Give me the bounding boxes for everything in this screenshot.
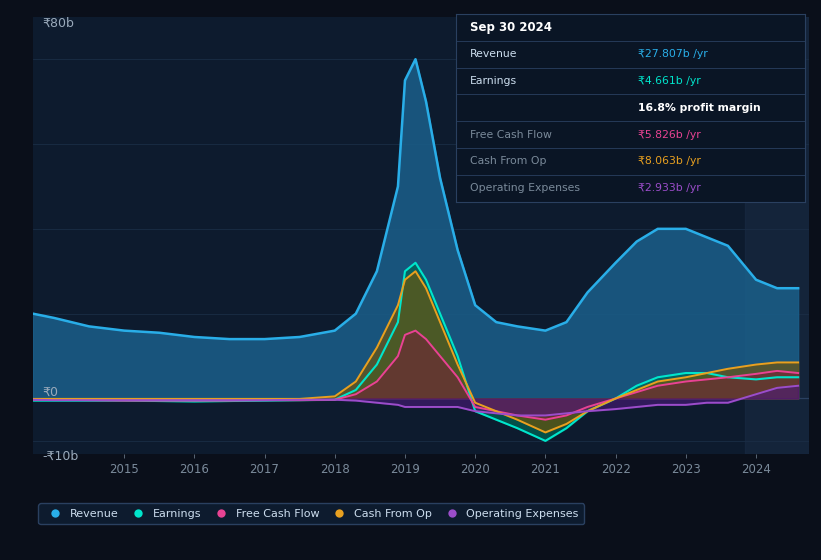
Text: ₹4.661b /yr: ₹4.661b /yr xyxy=(638,76,700,86)
Text: ₹8.063b /yr: ₹8.063b /yr xyxy=(638,156,700,166)
Text: Operating Expenses: Operating Expenses xyxy=(470,183,580,193)
Text: ₹2.933b /yr: ₹2.933b /yr xyxy=(638,183,700,193)
Text: Revenue: Revenue xyxy=(470,49,517,59)
Text: 16.8% profit margin: 16.8% profit margin xyxy=(638,103,760,113)
Text: ₹80b: ₹80b xyxy=(42,17,74,30)
Bar xyxy=(745,17,809,454)
Text: Earnings: Earnings xyxy=(470,76,516,86)
Text: Cash From Op: Cash From Op xyxy=(470,156,546,166)
Text: -₹10b: -₹10b xyxy=(42,450,78,463)
Text: ₹0: ₹0 xyxy=(42,385,58,399)
Text: ₹5.826b /yr: ₹5.826b /yr xyxy=(638,129,700,139)
Text: Free Cash Flow: Free Cash Flow xyxy=(470,129,552,139)
Text: Sep 30 2024: Sep 30 2024 xyxy=(470,21,552,34)
Text: ₹27.807b /yr: ₹27.807b /yr xyxy=(638,49,707,59)
Legend: Revenue, Earnings, Free Cash Flow, Cash From Op, Operating Expenses: Revenue, Earnings, Free Cash Flow, Cash … xyxy=(39,503,584,525)
